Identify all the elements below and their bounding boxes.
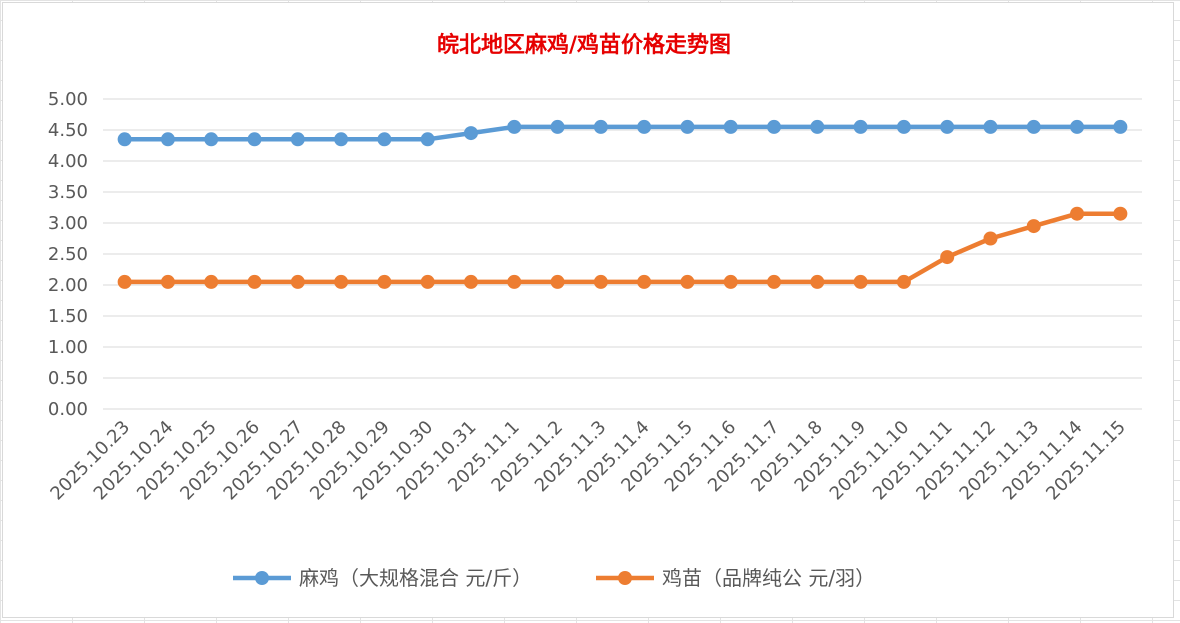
data-point xyxy=(983,119,998,134)
data-point xyxy=(204,132,219,147)
y-axis-ticks: 0.00 0.50 1.00 1.50 2.00 2.50 3.00 3.50 4.00 4.50… xyxy=(48,89,88,420)
data-point xyxy=(593,274,608,289)
data-point xyxy=(290,132,305,147)
data-point xyxy=(723,274,738,289)
data-point xyxy=(940,250,955,265)
data-point xyxy=(680,119,695,134)
legend-swatch-marker xyxy=(255,571,269,585)
data-point xyxy=(550,274,565,289)
data-point xyxy=(723,119,738,134)
series-line xyxy=(122,124,1123,142)
data-point xyxy=(1070,206,1085,221)
data-point xyxy=(117,132,132,147)
y-tick-label: 4.00 xyxy=(48,151,88,172)
data-point xyxy=(507,119,522,134)
gridlines xyxy=(103,98,1142,410)
data-point xyxy=(463,126,478,141)
data-point xyxy=(420,274,435,289)
y-tick-label: 2.50 xyxy=(48,244,88,265)
data-point xyxy=(290,274,305,289)
data-point xyxy=(940,119,955,134)
data-point xyxy=(1070,119,1085,134)
data-point xyxy=(420,132,435,147)
series-line xyxy=(122,211,1123,285)
data-point xyxy=(853,274,868,289)
series-group xyxy=(117,119,1128,289)
data-point xyxy=(853,119,868,134)
y-tick-label: 1.50 xyxy=(48,306,88,327)
data-point xyxy=(247,132,262,147)
data-point xyxy=(334,132,349,147)
y-tick-label: 4.50 xyxy=(48,120,88,141)
data-point xyxy=(896,119,911,134)
legend: 麻鸡（大规格混合 元/斤） 鸡苗（品牌纯公 元/羽） xyxy=(233,566,875,590)
y-tick-label: 0.00 xyxy=(48,399,88,420)
data-point xyxy=(377,132,392,147)
y-tick-label: 3.50 xyxy=(48,182,88,203)
data-point xyxy=(247,274,262,289)
data-point xyxy=(117,274,132,289)
x-axis-ticks: 2025.10.232025.10.242025.10.252025.10.26… xyxy=(46,417,1129,505)
y-tick-label: 0.50 xyxy=(48,368,88,389)
data-point xyxy=(983,231,998,246)
data-point xyxy=(680,274,695,289)
data-point xyxy=(1113,206,1128,221)
chart-title: 皖北地区麻鸡/鸡苗价格走势图 xyxy=(437,32,731,58)
legend-swatch-marker xyxy=(618,571,632,585)
data-point xyxy=(1026,119,1041,134)
data-point xyxy=(767,119,782,134)
legend-label: 麻鸡（大规格混合 元/斤） xyxy=(299,566,532,590)
data-point xyxy=(593,119,608,134)
data-point xyxy=(377,274,392,289)
data-point xyxy=(160,132,175,147)
data-point xyxy=(810,274,825,289)
data-point xyxy=(1113,119,1128,134)
data-point xyxy=(1026,219,1041,234)
y-tick-label: 5.00 xyxy=(48,89,88,110)
data-point xyxy=(637,274,652,289)
data-point xyxy=(767,274,782,289)
data-point xyxy=(204,274,219,289)
y-tick-label: 2.00 xyxy=(48,275,88,296)
legend-label: 鸡苗（品牌纯公 元/羽） xyxy=(662,566,875,590)
data-point xyxy=(334,274,349,289)
y-tick-label: 1.00 xyxy=(48,337,88,358)
data-point xyxy=(507,274,522,289)
data-point xyxy=(637,119,652,134)
data-point xyxy=(463,274,478,289)
data-point xyxy=(160,274,175,289)
data-point xyxy=(896,274,911,289)
data-point xyxy=(810,119,825,134)
y-tick-label: 3.00 xyxy=(48,213,88,234)
data-point xyxy=(550,119,565,134)
